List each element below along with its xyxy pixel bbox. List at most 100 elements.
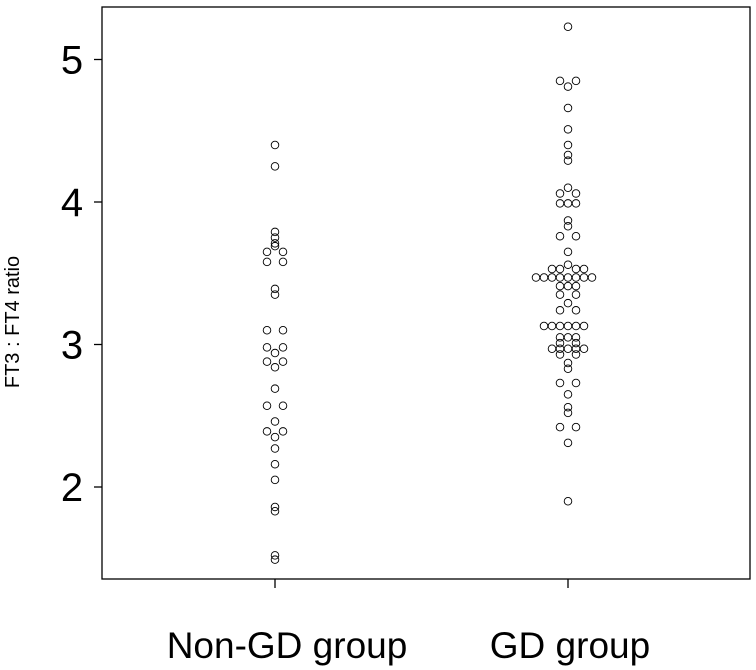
data-points xyxy=(262,22,597,564)
data-point xyxy=(563,390,573,399)
data-point xyxy=(571,199,581,208)
data-point xyxy=(270,290,280,299)
x-axis: Non-GD group GD group xyxy=(167,579,650,666)
data-point xyxy=(278,401,288,411)
data-point xyxy=(555,321,565,331)
data-point xyxy=(571,338,581,348)
data-point xyxy=(547,344,557,354)
data-point xyxy=(270,239,280,248)
data-point xyxy=(262,357,272,366)
data-point xyxy=(262,326,272,335)
data-point xyxy=(563,438,573,448)
data-point xyxy=(571,321,581,331)
data-point xyxy=(571,333,581,342)
data-point xyxy=(270,551,280,560)
data-point xyxy=(563,247,573,257)
data-point xyxy=(563,408,573,418)
data-point xyxy=(270,384,280,393)
y-axis-label: FT3 : FT4 ratio xyxy=(2,256,24,388)
data-point xyxy=(555,199,565,208)
data-point xyxy=(555,378,565,388)
data-point xyxy=(571,306,581,315)
x-category-label: GD group xyxy=(490,625,650,666)
data-point xyxy=(571,273,581,282)
data-point xyxy=(555,422,565,432)
data-point xyxy=(563,321,573,331)
data-point xyxy=(563,497,573,506)
data-point xyxy=(563,358,573,368)
data-point xyxy=(270,363,280,372)
data-point xyxy=(270,140,280,150)
data-point xyxy=(563,199,573,208)
data-point xyxy=(571,281,581,291)
data-point xyxy=(270,506,280,516)
data-point xyxy=(555,273,565,282)
data-point xyxy=(270,459,280,469)
data-point xyxy=(270,475,280,485)
data-point xyxy=(571,231,581,241)
data-point xyxy=(579,264,589,274)
data-point xyxy=(563,364,573,373)
data-point xyxy=(531,273,541,282)
data-point xyxy=(571,76,581,86)
data-point xyxy=(547,264,557,274)
data-point xyxy=(563,333,573,342)
data-point xyxy=(563,260,573,269)
data-point xyxy=(270,444,280,453)
data-point xyxy=(270,284,280,294)
data-point xyxy=(587,273,597,282)
data-point xyxy=(563,402,573,412)
data-point xyxy=(270,233,280,242)
data-point xyxy=(270,502,280,512)
data-point xyxy=(579,273,589,282)
data-point xyxy=(278,247,288,257)
data-point xyxy=(262,401,272,411)
y-tick-label: 4 xyxy=(61,181,83,225)
data-point xyxy=(278,343,288,352)
data-point xyxy=(262,427,272,436)
data-point xyxy=(262,343,272,352)
data-point xyxy=(563,273,573,282)
data-point xyxy=(270,241,280,251)
data-point xyxy=(563,156,573,165)
y-tick-label: 3 xyxy=(61,324,83,368)
data-point xyxy=(278,357,288,366)
data-point xyxy=(278,326,288,335)
data-point xyxy=(270,432,280,442)
data-point xyxy=(270,348,280,358)
data-point xyxy=(270,162,280,171)
data-point xyxy=(563,183,573,192)
data-point xyxy=(555,281,565,291)
data-point xyxy=(555,231,565,241)
data-point xyxy=(555,338,565,348)
y-tick-label: 5 xyxy=(61,39,83,83)
x-category-label: Non-GD group xyxy=(167,625,408,666)
data-point xyxy=(563,150,573,160)
data-point xyxy=(563,221,573,231)
data-point xyxy=(579,344,589,354)
data-point xyxy=(563,344,573,354)
data-point xyxy=(555,290,565,299)
data-point xyxy=(262,257,272,267)
data-point xyxy=(270,555,280,564)
data-point xyxy=(555,76,565,86)
data-point xyxy=(555,264,565,274)
data-point xyxy=(571,350,581,359)
data-point xyxy=(563,125,573,134)
y-tick-label: 2 xyxy=(61,466,83,510)
data-point xyxy=(563,103,573,113)
data-point xyxy=(278,257,288,267)
data-point xyxy=(579,321,589,331)
data-point xyxy=(547,321,557,331)
data-point xyxy=(571,264,581,274)
data-point xyxy=(571,378,581,388)
data-point xyxy=(555,189,565,198)
data-point xyxy=(547,273,557,282)
data-point xyxy=(555,350,565,359)
data-point xyxy=(270,417,280,426)
data-point xyxy=(539,321,549,331)
data-point xyxy=(555,306,565,315)
data-point xyxy=(563,281,573,291)
data-point xyxy=(270,227,280,237)
